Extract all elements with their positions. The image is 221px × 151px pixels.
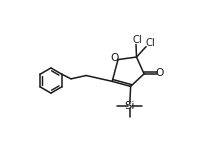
Text: Cl: Cl (132, 35, 142, 45)
Text: O: O (110, 53, 119, 63)
Text: Cl: Cl (146, 38, 155, 48)
Text: Si: Si (125, 101, 135, 111)
Text: O: O (155, 69, 164, 79)
